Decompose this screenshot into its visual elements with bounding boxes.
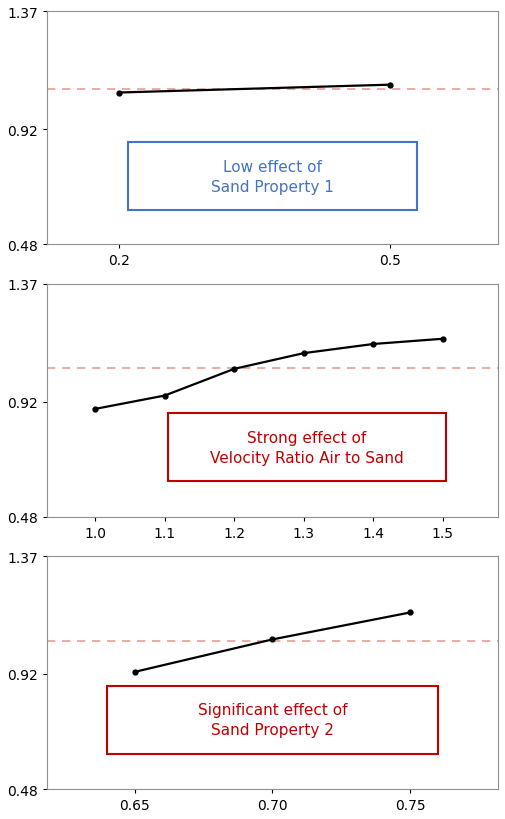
Text: Significant effect of
Sand Property 2: Significant effect of Sand Property 2 <box>197 703 347 737</box>
FancyBboxPatch shape <box>128 143 417 211</box>
Text: Low effect of
Sand Property 1: Low effect of Sand Property 1 <box>211 160 334 194</box>
FancyBboxPatch shape <box>107 686 437 753</box>
FancyBboxPatch shape <box>168 414 446 482</box>
Text: Strong effect of
Velocity Ratio Air to Sand: Strong effect of Velocity Ratio Air to S… <box>210 431 404 465</box>
